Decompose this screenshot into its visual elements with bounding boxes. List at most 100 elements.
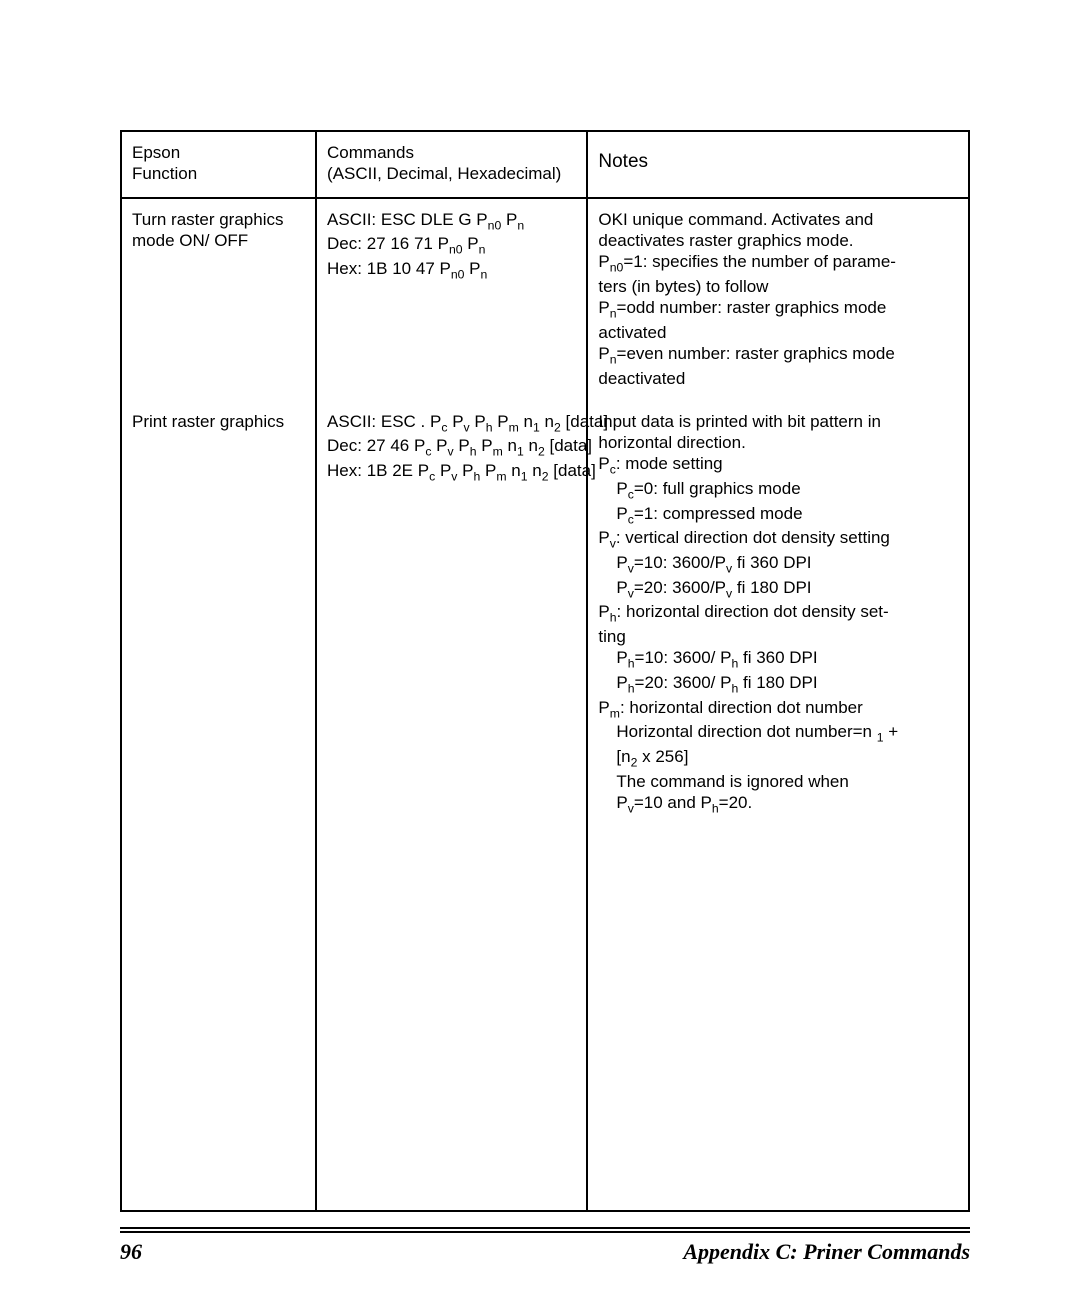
text: =20: 3600/P (634, 578, 726, 597)
text: P (616, 648, 627, 667)
text: P (616, 673, 627, 692)
cmd-line: Dec: 27 46 Pc Pv Ph Pm n1 n2 [data] (327, 436, 592, 455)
text: Print raster graphics (132, 412, 284, 431)
table-row: Turn raster graphics mode ON/ OFF ASCII:… (121, 198, 969, 401)
cell-notes: OKI unique command. Activates and deacti… (587, 198, 969, 401)
cmd-line: Hex: 1B 10 47 Pn0 Pn (327, 259, 487, 278)
text: =1: compressed mode (634, 504, 803, 523)
subscript: 1 (877, 731, 884, 745)
document-page: Epson Function Commands (ASCII, Decimal,… (0, 0, 1080, 1305)
subscript: h (628, 681, 635, 695)
indented-line: The command is ignored when (598, 771, 958, 792)
text: fi 360 DPI (732, 553, 811, 572)
text: P (464, 259, 480, 278)
text: =10 and P (634, 793, 712, 812)
subscript: n (610, 306, 617, 320)
text: P (598, 698, 609, 717)
subscript: n0 (610, 260, 624, 274)
indented-line: Pv=20: 3600/Pv fi 180 DPI (598, 577, 958, 602)
table-header-row: Epson Function Commands (ASCII, Decimal,… (121, 131, 969, 198)
text: ters (in bytes) to follow (598, 277, 768, 296)
subscript: h (610, 611, 617, 625)
cell-commands: ASCII: ESC . Pc Pv Ph Pm n1 n2 [data] De… (316, 401, 587, 1211)
text: P (616, 553, 627, 572)
subscript: 2 (538, 445, 545, 459)
subscript: n (481, 267, 488, 281)
subscript: 1 (517, 445, 524, 459)
cell-function: Turn raster graphics mode ON/ OFF (121, 198, 316, 401)
subscript: h (712, 801, 719, 815)
text: P (454, 436, 470, 455)
indented-line: Pc=1: compressed mode (598, 503, 958, 528)
text: n (524, 436, 538, 455)
text: n (519, 412, 533, 431)
text: fi 180 DPI (732, 578, 811, 597)
text: n (507, 461, 521, 480)
text: P (598, 454, 609, 473)
text: n (540, 412, 554, 431)
text: =20. (719, 793, 753, 812)
text: horizontal direction. (598, 433, 745, 452)
text: P (501, 210, 517, 229)
subscript: n0 (451, 267, 465, 281)
cmd-line: Hex: 1B 2E Pc Pv Ph Pm n1 n2 [data] (327, 461, 596, 480)
footer-line: 96 Appendix C: Priner Commands (120, 1239, 970, 1265)
subscript: h (628, 657, 635, 671)
text: ASCII: ESC . P (327, 412, 441, 431)
text: P (457, 461, 473, 480)
text: =10: 3600/ P (635, 648, 732, 667)
subscript: n0 (488, 218, 502, 232)
subscript: 2 (554, 420, 561, 434)
text: P (616, 504, 627, 523)
text: =10: 3600/P (634, 553, 726, 572)
text: Dec: 27 16 71 P (327, 234, 449, 253)
text: fi 360 DPI (738, 648, 817, 667)
text: =odd number: raster graphics mode (617, 298, 887, 317)
text: + (884, 722, 899, 741)
text: P (616, 793, 627, 812)
cmd-line: ASCII: ESC DLE G Pn0 Pn (327, 210, 524, 229)
text: n (528, 461, 542, 480)
subscript: m (509, 420, 519, 434)
subscript: m (496, 470, 506, 484)
text: [data] (545, 436, 592, 455)
text: : mode setting (616, 454, 723, 473)
text: P (598, 252, 609, 271)
text: Horizontal direction dot number=n (616, 722, 876, 741)
text: P (616, 578, 627, 597)
cell-commands: ASCII: ESC DLE G Pn0 Pn Dec: 27 16 71 Pn… (316, 198, 587, 401)
text: fi 180 DPI (738, 673, 817, 692)
subscript: n (610, 352, 617, 366)
text: n (503, 436, 517, 455)
header-notes: Notes (587, 131, 969, 198)
text: Input data is printed with bit pattern i… (598, 412, 881, 431)
text: ASCII: ESC DLE G P (327, 210, 488, 229)
indented-line: Ph=10: 3600/ Ph fi 360 DPI (598, 647, 958, 672)
subscript: n (517, 218, 524, 232)
header-epson-function: Epson Function (121, 131, 316, 198)
header-text: (ASCII, Decimal, Hexadecimal) (327, 164, 561, 183)
indented-line: Pv=10 and Ph=20. (598, 792, 958, 817)
text: Hex: 1B 2E P (327, 461, 429, 480)
text: activated (598, 323, 666, 342)
subscript: 1 (521, 470, 528, 484)
text: : horizontal direction dot number (620, 698, 863, 717)
text: : vertical direction dot density setting (616, 528, 890, 547)
subscript: m (610, 706, 620, 720)
header-text: Function (132, 164, 197, 183)
cmd-line: Dec: 27 16 71 Pn0 Pn (327, 234, 485, 253)
text: deactivates raster graphics mode. (598, 231, 853, 250)
page-number: 96 (120, 1239, 142, 1265)
text: x 256] (637, 747, 688, 766)
text: Turn raster graphics (132, 210, 283, 229)
text: mode ON/ OFF (132, 231, 248, 250)
subscript: 2 (542, 470, 549, 484)
header-text: Epson (132, 143, 180, 162)
text: P (447, 412, 463, 431)
text: =even number: raster graphics mode (617, 344, 895, 363)
text: OKI unique command. Activates and (598, 210, 873, 229)
indented-line: Ph=20: 3600/ Ph fi 180 DPI (598, 672, 958, 697)
indented-line: [n2 x 256] (598, 746, 958, 771)
text: P (480, 461, 496, 480)
indented-line: Horizontal direction dot number=n 1 + (598, 721, 958, 746)
